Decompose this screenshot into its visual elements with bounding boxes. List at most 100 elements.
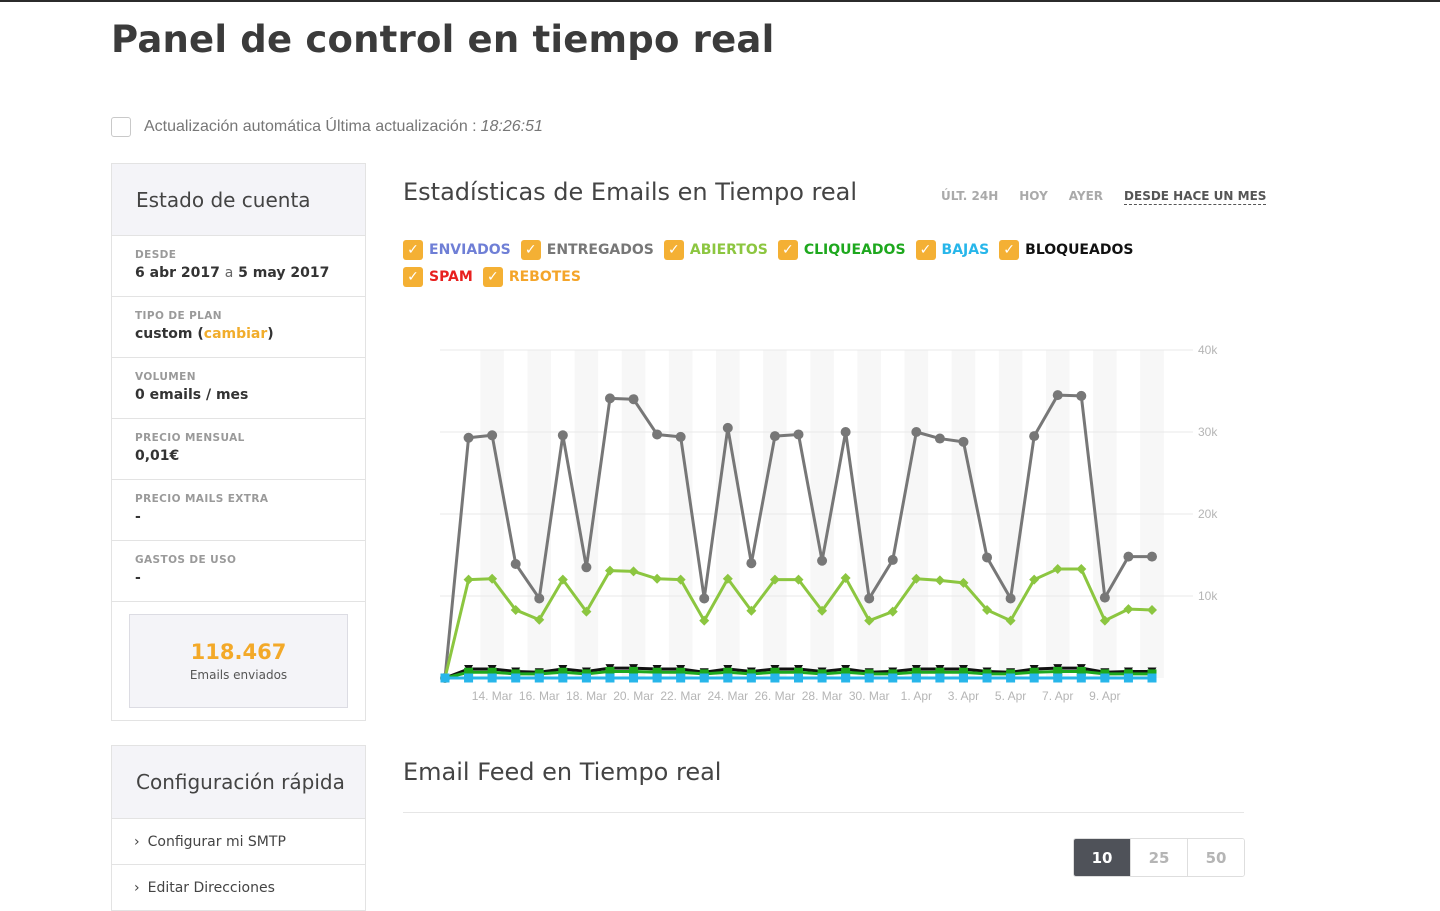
- x-tick-label: 20. Mar: [613, 689, 654, 703]
- range-tab-yesterday[interactable]: AYER: [1068, 189, 1104, 203]
- account-row-period: DESDE 6 abr 2017 a 5 may 2017: [112, 236, 365, 297]
- checkmark-icon[interactable]: ✓: [403, 267, 423, 287]
- legend-label: REBOTES: [508, 269, 581, 285]
- change-plan-link[interactable]: cambiar: [203, 326, 268, 342]
- data-point: [652, 429, 663, 440]
- data-point: [911, 573, 922, 584]
- data-point: [982, 552, 993, 563]
- range-tab-24h[interactable]: ÚLT. 24H: [941, 189, 999, 203]
- data-point: [958, 577, 969, 588]
- checkmark-icon[interactable]: ✓: [915, 240, 936, 260]
- quick-config-title: Configuración rápida: [112, 746, 365, 819]
- data-point: [1029, 673, 1039, 683]
- account-row-extra: PRECIO MAILS EXTRA -: [112, 480, 365, 541]
- data-point: [864, 593, 875, 604]
- data-point: [982, 673, 992, 683]
- data-point: [487, 573, 498, 584]
- page-size-10[interactable]: 10: [1074, 839, 1130, 876]
- account-row-usage: GASTOS DE USO -: [112, 541, 365, 602]
- data-point: [888, 673, 898, 683]
- auto-update-label: Actualización automática Última actualiz…: [144, 118, 477, 135]
- extra-price-value: -: [135, 509, 141, 525]
- config-smtp-link[interactable]: › Configurar mi SMTP: [112, 819, 365, 865]
- legend-item-cliqueados[interactable]: ✓ CLIQUEADOS: [777, 240, 906, 260]
- legend-item-rebotes[interactable]: ✓ REBOTES: [482, 267, 581, 287]
- data-point: [487, 667, 497, 677]
- checkmark-icon[interactable]: ✓: [777, 240, 798, 260]
- data-point: [817, 555, 828, 566]
- data-point: [699, 593, 710, 604]
- page-size-25[interactable]: 25: [1130, 839, 1187, 876]
- checkmark-icon[interactable]: ✓: [403, 240, 423, 260]
- data-point: [510, 604, 521, 615]
- data-point: [652, 673, 662, 683]
- legend-label: BAJAS: [941, 242, 990, 258]
- x-tick-label: 18. Mar: [566, 689, 607, 703]
- emails-sent-label: Emails enviados: [189, 668, 288, 682]
- checkmark-icon[interactable]: ✓: [520, 240, 541, 260]
- account-status-panel: Estado de cuenta DESDE 6 abr 2017 a 5 ma…: [111, 163, 366, 721]
- range-tab-month[interactable]: DESDE HACE UN MES: [1124, 189, 1267, 205]
- data-point: [628, 394, 639, 405]
- x-tick-label: 26. Mar: [755, 689, 796, 703]
- data-point: [1076, 666, 1086, 676]
- page-size-selector: 10 25 50: [1073, 838, 1245, 877]
- page-title: Panel de control en tiempo real: [111, 18, 775, 61]
- auto-update-row: Actualización automática Última actualiz…: [111, 117, 543, 137]
- data-point: [934, 575, 945, 586]
- y-tick-label: 30k: [1198, 425, 1218, 439]
- checkmark-icon[interactable]: ✓: [999, 240, 1020, 260]
- data-point: [1123, 673, 1133, 683]
- data-point: [699, 615, 710, 626]
- data-point: [581, 562, 592, 573]
- account-row-plan: TIPO DE PLAN custom (cambiar): [112, 297, 365, 358]
- data-point: [1147, 604, 1157, 615]
- legend-item-enviados[interactable]: ✓ ENVIADOS: [403, 240, 511, 260]
- plan-close: ): [267, 326, 274, 342]
- legend-item-spam[interactable]: ✓ SPAM: [403, 267, 473, 287]
- feed-title: Email Feed en Tiempo real: [403, 758, 722, 786]
- legend-item-abiertos[interactable]: ✓ ABIERTOS: [663, 240, 768, 260]
- x-tick-label: 16. Mar: [519, 689, 560, 703]
- data-point: [487, 673, 497, 683]
- data-point: [1076, 390, 1087, 401]
- stats-title: Estadísticas de Emails en Tiempo real: [403, 178, 858, 206]
- legend-label: CLIQUEADOS: [803, 242, 906, 258]
- data-point: [1006, 673, 1016, 683]
- data-point: [770, 667, 780, 677]
- usage-cost-value: -: [135, 570, 141, 586]
- auto-update-checkbox[interactable]: [111, 117, 131, 137]
- plan-label: TIPO DE PLAN: [135, 310, 222, 322]
- data-point: [652, 573, 663, 584]
- page-size-50[interactable]: 50: [1187, 839, 1244, 876]
- extra-price-label: PRECIO MAILS EXTRA: [135, 493, 269, 505]
- data-point: [958, 436, 969, 447]
- range-tab-today[interactable]: HOY: [1019, 189, 1048, 203]
- checkmark-icon[interactable]: ✓: [482, 267, 503, 287]
- x-tick-label: 3. Apr: [948, 689, 979, 703]
- data-point: [840, 427, 851, 437]
- data-point: [722, 422, 733, 433]
- x-tick-label: 1. Apr: [901, 689, 932, 703]
- data-point: [935, 673, 945, 683]
- x-tick-label: 24. Mar: [707, 689, 748, 703]
- edit-addresses-link[interactable]: › Editar Direcciones: [112, 865, 365, 911]
- data-point: [840, 572, 851, 583]
- legend-item-bajas[interactable]: ✓ BAJAS: [915, 240, 990, 260]
- data-point: [746, 558, 757, 569]
- data-point: [1100, 673, 1110, 683]
- account-row-price: PRECIO MENSUAL 0,01€: [112, 419, 365, 480]
- chevron-right-icon: ›: [134, 833, 140, 850]
- data-point: [723, 673, 733, 683]
- data-point: [629, 673, 639, 683]
- legend-label: ENTREGADOS: [546, 242, 654, 258]
- data-point: [676, 673, 686, 683]
- data-point: [769, 431, 780, 442]
- last-update-time: 18:26:51: [480, 118, 543, 135]
- legend-item-bloqueados[interactable]: ✓ BLOQUEADOS: [999, 240, 1133, 260]
- legend-item-entregados[interactable]: ✓ ENTREGADOS: [520, 240, 654, 260]
- checkmark-icon[interactable]: ✓: [663, 240, 684, 260]
- data-point: [794, 673, 803, 683]
- data-point: [534, 614, 545, 625]
- data-point: [864, 615, 875, 626]
